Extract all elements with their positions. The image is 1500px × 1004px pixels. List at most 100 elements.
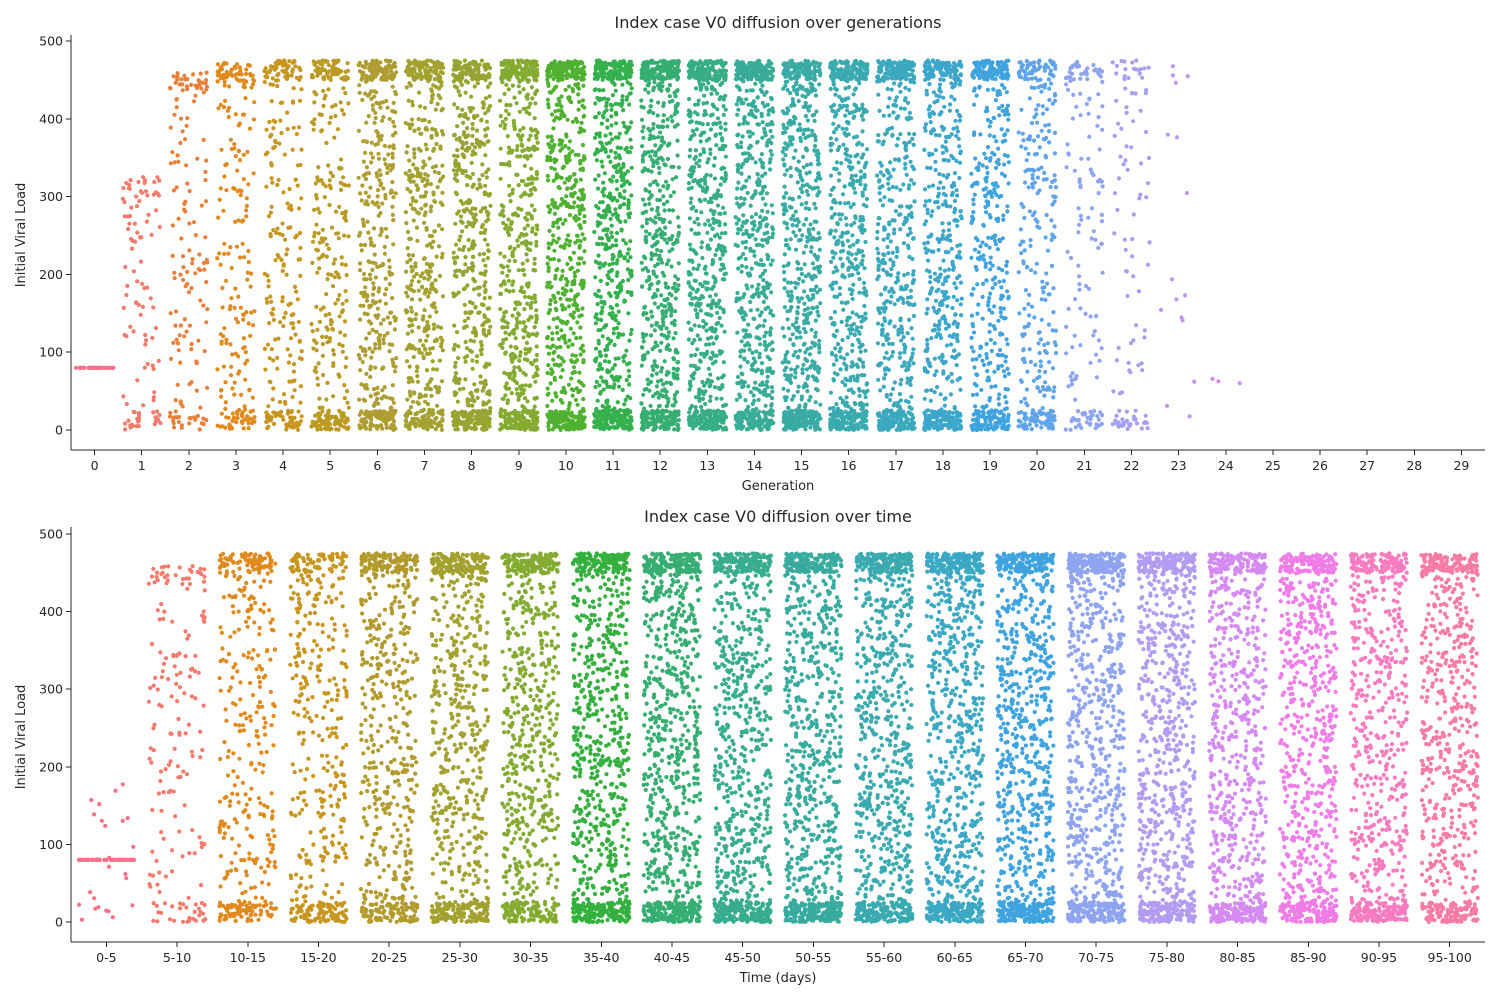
data-point [455,178,460,183]
data-point [380,201,385,206]
data-point [614,303,620,308]
data-point [580,306,585,311]
data-point [613,238,619,243]
data-point [534,364,539,370]
data-point [319,427,324,432]
data-point [199,86,204,91]
data-point [323,236,328,241]
data-point [267,356,272,361]
data-point [467,145,472,151]
data-point [123,264,128,270]
data-point [142,365,147,370]
data-point [502,310,507,315]
data-point [404,150,409,155]
data-point [226,251,231,256]
data-point [151,366,156,372]
data-point [324,292,329,297]
data-point [559,142,564,147]
data-point [507,375,512,380]
data-point [323,426,328,431]
data-point [241,426,246,431]
data-point [411,162,416,167]
data-point [517,234,522,240]
data-point [360,97,365,103]
data-point [239,72,244,77]
data-point [224,75,229,80]
data-point [560,111,565,116]
data-point [462,427,467,432]
data-point [510,83,515,88]
data-point [154,208,159,213]
data-point [486,63,491,68]
data-point [613,318,619,323]
data-point [312,117,317,122]
data-point [578,388,583,393]
data-point [412,155,417,160]
data-point [358,268,363,273]
data-point [410,253,416,258]
data-point [277,399,283,405]
data-point [299,414,304,419]
data-point [369,151,374,156]
data-point [437,358,442,363]
data-point [554,158,559,163]
data-point [581,280,587,286]
data-point [553,299,558,305]
data-point [193,417,198,422]
data-point [462,58,467,63]
data-point [279,257,284,262]
data-point [381,341,386,346]
data-point [293,64,298,69]
data-point [171,74,176,79]
data-point [427,386,432,391]
data-point [607,291,612,296]
data-point [293,177,298,182]
data-point [624,65,629,70]
data-point [576,92,581,97]
data-point [233,65,238,71]
data-point [509,357,514,362]
data-point [173,398,178,403]
data-point [284,272,289,277]
data-point [509,67,514,72]
data-point [559,389,564,394]
data-point [172,276,177,281]
data-point [566,382,572,387]
data-point [546,351,552,356]
data-point [204,279,209,285]
data-point [545,370,550,376]
data-point [278,100,283,105]
data-point [387,144,392,149]
data-point [526,66,531,71]
data-point [194,361,199,366]
data-point [375,391,380,396]
data-point [363,348,368,354]
data-point [175,71,180,76]
data-point [485,84,491,89]
data-point [360,183,365,188]
data-point [533,232,538,237]
points-generations [73,58,1242,433]
data-point [504,61,509,66]
data-point [524,70,529,76]
data-point [545,284,550,289]
data-point [558,344,563,350]
data-point [545,173,550,178]
data-point [224,278,229,283]
data-point [594,379,599,384]
data-point [318,412,323,417]
data-point [384,98,389,104]
data-point [410,278,415,284]
data-point [189,82,194,87]
data-point [478,340,484,345]
data-point [375,141,380,146]
data-point [608,216,613,222]
data-point [299,349,304,354]
data-point [265,273,270,278]
data-point [369,240,374,245]
data-point [421,159,426,164]
data-point [218,102,223,107]
data-point [142,178,148,183]
data-point [610,366,615,371]
data-point [339,417,344,422]
